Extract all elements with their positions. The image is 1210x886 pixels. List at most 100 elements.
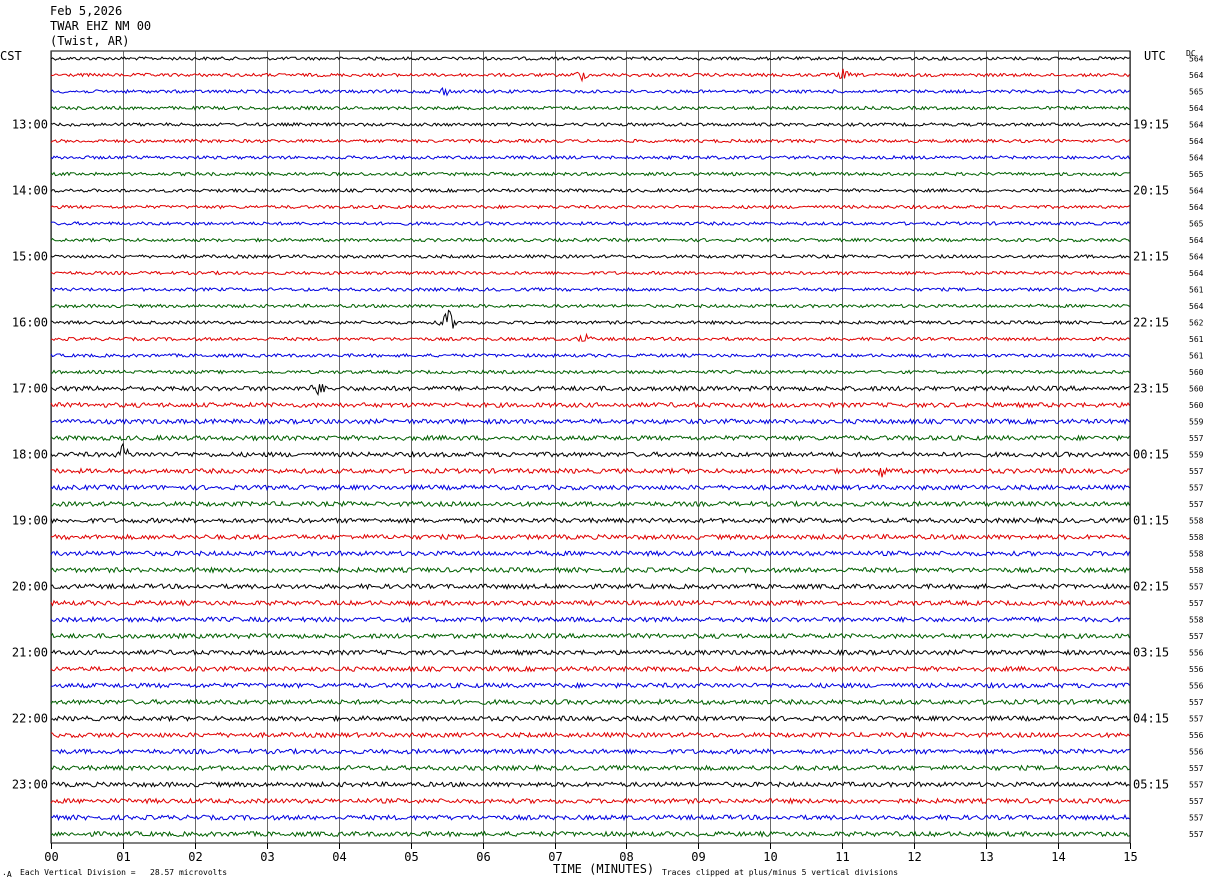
left-hour-label: 19:00 [12,514,48,528]
trace-row [50,714,1130,723]
right-hour-label: 05:15 [1133,778,1169,792]
dc-offset-label: 564 [1189,55,1204,64]
right-hour-label: 22:15 [1133,316,1169,330]
dc-offset-label: 564 [1189,121,1204,130]
scale-note: Each Vertical Division = 28.57 microvolt… [20,868,228,877]
trace-row [50,138,1130,144]
dc-offset-label: 556 [1189,665,1204,674]
dc-offset-label: 562 [1189,319,1204,328]
trace-row [50,187,1130,194]
right-hour-label: 23:15 [1133,382,1169,396]
trace-row [50,813,1130,822]
x-tick-label: 15 [1123,850,1137,864]
x-tick-label: 08 [619,850,633,864]
trace-row [50,797,1130,805]
dc-offset-label: 557 [1189,830,1204,839]
dc-offset-label: 564 [1189,104,1204,113]
trace-row [50,286,1130,293]
dc-offset-label: 556 [1189,748,1204,757]
x-tick-label: 11 [835,850,849,864]
dc-offset-label: 556 [1189,649,1204,658]
trace-row [50,68,1130,83]
clip-note: Traces clipped at plus/minus 5 vertical … [662,868,899,877]
trace-row [50,681,1130,690]
trace-row [50,648,1130,657]
trace-row [50,171,1130,177]
dc-offset-label: 564 [1189,236,1204,245]
left-hour-label: 21:00 [12,646,48,660]
dc-offset-label: 564 [1189,154,1204,163]
trace-row [50,764,1130,772]
corner-mark: ·A [2,870,12,879]
x-tick-label: 06 [476,850,490,864]
left-hour-label: 15:00 [12,250,48,264]
x-tick-label: 02 [188,850,202,864]
dc-offset-label: 557 [1189,632,1204,641]
trace-row [50,417,1130,426]
trace-row [50,434,1130,442]
dc-offset-label: 557 [1189,715,1204,724]
dc-offset-label: 557 [1189,583,1204,592]
dc-offset-label: 565 [1189,170,1204,179]
dc-offset-label: 556 [1189,731,1204,740]
right-hour-label: 00:15 [1133,448,1169,462]
trace-row [50,237,1130,243]
x-tick-label: 12 [907,850,921,864]
x-tick-label: 05 [404,850,418,864]
dc-offset-label: 560 [1189,401,1204,410]
dc-offset-label: 557 [1189,698,1204,707]
dc-offset-label: 557 [1189,599,1204,608]
trace-row [50,500,1130,508]
x-tick-label: 07 [548,850,562,864]
trace-row [50,466,1130,478]
trace-row [50,582,1130,591]
trace-row [50,253,1130,260]
trace-row [50,384,1130,396]
trace-row [50,549,1130,558]
right-hour-label: 01:15 [1133,514,1169,528]
dc-offset-label: 557 [1189,467,1204,476]
trace-row [51,332,1130,343]
dc-label: DC [1186,49,1196,58]
dc-offset-label: 564 [1189,203,1204,212]
dc-offset-label: 557 [1189,434,1204,443]
dc-offset-label: 558 [1189,566,1204,575]
dc-offset-label: 560 [1189,385,1204,394]
dc-offset-label: 561 [1189,352,1204,361]
x-tick-label: 03 [260,850,274,864]
trace-row [50,698,1130,706]
x-tick-label: 10 [763,850,777,864]
trace-row [50,516,1130,525]
trace-row [50,599,1130,607]
dc-offset-label: 561 [1189,335,1204,344]
dc-offset-label: 565 [1189,88,1204,97]
x-tick-label: 13 [979,850,993,864]
trace-row [51,747,1130,756]
dc-offset-label: 564 [1189,269,1204,278]
dc-offset-label: 558 [1189,616,1204,625]
trace-row [50,105,1130,111]
trace-row [50,483,1130,492]
left-hour-label: 20:00 [12,580,48,594]
dc-offset-label: 557 [1189,764,1204,773]
dc-offset-label: 558 [1189,517,1204,526]
dc-offset-label: 559 [1189,451,1204,460]
x-axis-label: TIME (MINUTES) [553,862,655,876]
dc-offset-label: 565 [1189,220,1204,229]
right-hour-label: 21:15 [1133,250,1169,264]
plot-frame [50,50,1131,844]
header-location: (Twist, AR) [50,34,130,48]
trace-row [50,830,1130,838]
trace-row [50,442,1130,459]
trace-row [50,665,1130,673]
trace-row [50,369,1130,375]
x-tick-label: 14 [1051,850,1065,864]
dc-offset-label: 557 [1189,781,1204,790]
dc-offset-label: 559 [1189,418,1204,427]
header-date: Feb 5,2026 [50,4,123,18]
dc-offset-label: 557 [1189,814,1204,823]
dc-offset-label: 564 [1189,302,1204,311]
right-hour-label: 03:15 [1133,646,1169,660]
trace-row [50,780,1130,789]
